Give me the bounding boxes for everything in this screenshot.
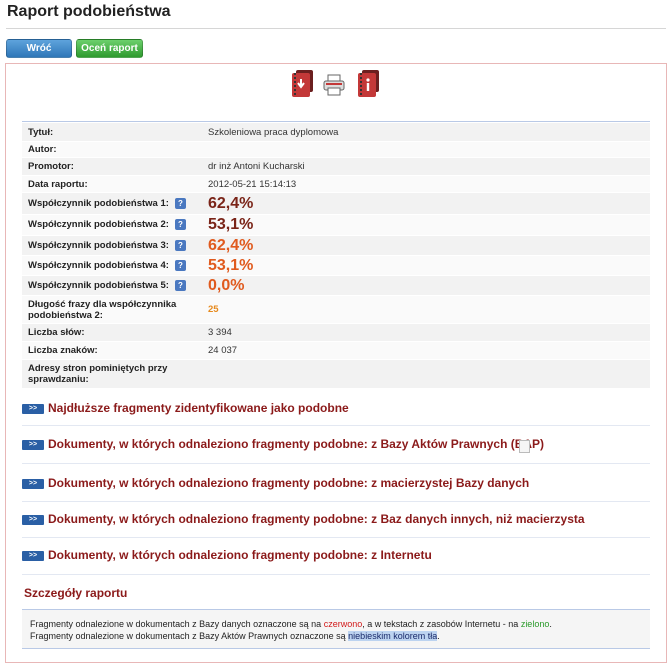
- title-value: Szkoleniowa praca dyplomowa: [208, 126, 339, 138]
- table-row: Tytuł: Szkoleniowa praca dyplomowa: [22, 122, 650, 142]
- expand-arrow-icon[interactable]: >>: [22, 404, 44, 414]
- document-icon[interactable]: [519, 440, 530, 453]
- table-row: Autor:: [22, 141, 650, 158]
- red-legend-word: czerwono: [323, 619, 363, 629]
- report-metadata-table: Tytuł: Szkoleniowa praca dyplomowa Autor…: [22, 122, 650, 388]
- section-divider: [22, 501, 650, 502]
- table-row: Współczynnik podobieństwa 5:? 0,0%: [22, 275, 650, 296]
- coefficient-1-label: Współczynnik podobieństwa 1:: [28, 198, 169, 209]
- coefficient-3-label: Współczynnik podobieństwa 3:: [28, 240, 169, 251]
- table-row: Data raportu: 2012-05-21 15:14:13: [22, 175, 650, 193]
- section-home-database-documents[interactable]: >> Dokumenty, w których odnaleziono frag…: [22, 476, 650, 493]
- coefficient-1-value: 62,4%: [208, 194, 254, 212]
- skipped-pages-label: Adresy stron pominiętych przy sprawdzani…: [28, 362, 168, 385]
- section-label[interactable]: Dokumenty, w których odnaleziono fragmen…: [48, 548, 432, 562]
- section-divider: [22, 537, 650, 538]
- report-details-legend: Fragmenty odnalezione w dokumentach z Ba…: [22, 609, 650, 649]
- section-bap-documents[interactable]: >> Dokumenty, w których odnaleziono frag…: [22, 437, 650, 454]
- coefficient-4-label: Współczynnik podobieństwa 4:: [28, 260, 169, 271]
- table-row: Liczba słów: 3 394: [22, 323, 650, 342]
- char-count-value: 24 037: [208, 345, 238, 356]
- supervisor-value: dr inż Antoni Kucharski: [208, 161, 305, 172]
- info-icon[interactable]: [356, 70, 380, 98]
- table-row: Adresy stron pominiętych przy sprawdzani…: [22, 359, 650, 388]
- section-label[interactable]: Najdłuższe fragmenty zidentyfikowane jak…: [48, 401, 349, 415]
- table-row: Współczynnik podobieństwa 4:? 53,1%: [22, 255, 650, 276]
- report-panel: [5, 63, 667, 663]
- download-report-icon[interactable]: [290, 70, 314, 98]
- report-actions: [290, 70, 385, 100]
- help-icon[interactable]: ?: [174, 239, 186, 251]
- rate-report-button[interactable]: Oceń raport: [76, 39, 143, 58]
- help-icon[interactable]: ?: [174, 219, 186, 231]
- section-divider: [22, 574, 650, 575]
- coefficient-2-label: Współczynnik podobieństwa 2:: [28, 219, 169, 231]
- coefficient-2-value: 53,1%: [208, 216, 254, 233]
- expand-arrow-icon[interactable]: >>: [22, 515, 44, 525]
- section-divider: [22, 463, 650, 464]
- table-top-border: [22, 121, 650, 123]
- coefficient-3-value: 62,4%: [208, 236, 254, 254]
- word-count-value: 3 394: [208, 327, 232, 338]
- section-longest-fragments[interactable]: >> Najdłuższe fragmenty zidentyfikowane …: [22, 401, 650, 418]
- help-icon[interactable]: ?: [174, 259, 186, 271]
- legend-line-database: Fragmenty odnalezione w dokumentach z Ba…: [30, 619, 552, 629]
- section-other-databases-documents[interactable]: >> Dokumenty, w których odnaleziono frag…: [22, 512, 650, 529]
- expand-arrow-icon[interactable]: >>: [22, 551, 44, 561]
- section-label[interactable]: Dokumenty, w których odnaleziono fragmen…: [48, 512, 585, 526]
- section-label[interactable]: Dokumenty, w których odnaleziono fragmen…: [48, 437, 545, 451]
- title-divider: [6, 28, 666, 29]
- expand-arrow-icon[interactable]: >>: [22, 479, 44, 489]
- supervisor-label: Promotor:: [28, 161, 74, 172]
- printer-icon[interactable]: [323, 74, 345, 96]
- table-row: Promotor: dr inż Antoni Kucharski: [22, 157, 650, 176]
- help-icon[interactable]: ?: [174, 279, 186, 291]
- table-row: Liczba znaków: 24 037: [22, 341, 650, 360]
- phrase-length-label: Długość frazy dla współczynnika podobień…: [28, 298, 177, 321]
- table-row: Współczynnik podobieństwa 3:? 62,4%: [22, 235, 650, 256]
- table-row: Długość frazy dla współczynnika podobień…: [22, 295, 650, 324]
- report-details-title: Szczegóły raportu: [24, 586, 128, 600]
- page-title: Raport podobieństwa: [7, 3, 171, 20]
- section-internet-documents[interactable]: >> Dokumenty, w których odnaleziono frag…: [22, 548, 650, 565]
- coefficient-4-value: 53,1%: [208, 256, 254, 274]
- word-count-label: Liczba słów:: [28, 327, 85, 338]
- back-button[interactable]: Wróć: [6, 39, 72, 58]
- table-row: Współczynnik podobieństwa 2:? 53,1%: [22, 214, 650, 236]
- section-divider: [22, 425, 650, 426]
- section-label[interactable]: Dokumenty, w których odnaleziono fragmen…: [48, 476, 530, 490]
- help-icon[interactable]: ?: [174, 197, 186, 209]
- phrase-length-value: 25: [208, 304, 219, 315]
- expand-arrow-icon[interactable]: >>: [22, 440, 44, 450]
- char-count-label: Liczba znaków:: [28, 345, 98, 356]
- author-label: Autor:: [28, 144, 57, 155]
- report-date-label: Data raportu:: [28, 178, 88, 190]
- green-legend-word: zielono: [520, 619, 550, 629]
- skipped-pages-value: [194, 360, 650, 388]
- coefficient-5-label: Współczynnik podobieństwa 5:: [28, 280, 169, 291]
- legend-line-bap: Fragmenty odnalezione w dokumentach z Ba…: [30, 631, 440, 641]
- title-label: Tytuł:: [28, 126, 54, 138]
- blue-legend-word: niebieskim kolorem tła: [348, 631, 438, 641]
- table-row: Współczynnik podobieństwa 1:? 62,4%: [22, 192, 650, 215]
- coefficient-5-value: 0,0%: [208, 276, 245, 294]
- author-value: [194, 142, 650, 158]
- report-date-value: 2012-05-21 15:14:13: [208, 178, 297, 190]
